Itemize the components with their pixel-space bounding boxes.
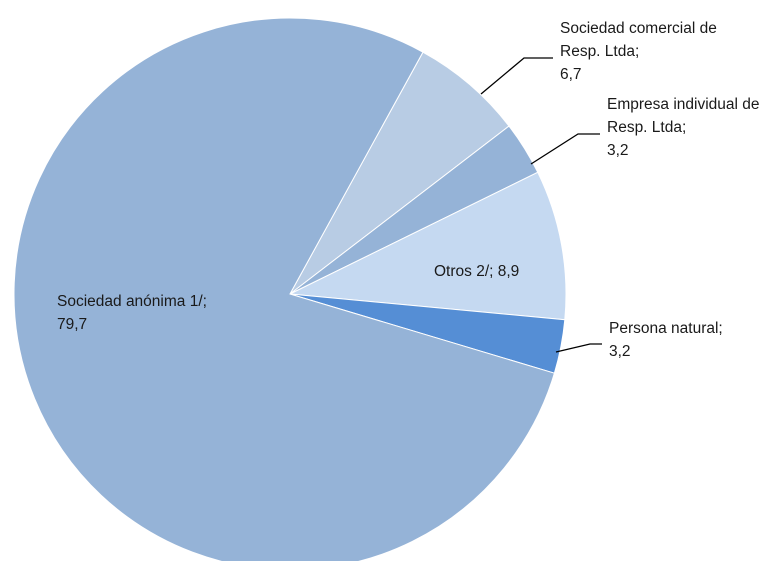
data-label: Empresa individual de Resp. Ltda; 3,2: [607, 96, 760, 159]
data-label-line: 6,7: [560, 66, 582, 83]
data-label-line: Resp. Ltda;: [560, 43, 639, 60]
leader-lines: [480, 57, 602, 353]
leader-line: [480, 57, 553, 95]
data-label: Persona natural; 3,2: [609, 320, 723, 360]
data-label: Sociedad anónima 1/; 79,7: [57, 293, 207, 333]
data-label-line: 79,7: [57, 316, 87, 333]
data-label: Sociedad comercial de Resp. Ltda; 6,7: [560, 20, 717, 83]
data-label-line: Empresa individual de: [607, 96, 760, 113]
data-label-line: 3,2: [609, 343, 631, 360]
pie-slice: [288, 171, 567, 321]
data-label-line: Sociedad anónima 1/;: [57, 293, 207, 310]
pie-slice: [13, 17, 556, 561]
data-label-line: Sociedad comercial de: [560, 20, 717, 37]
data-label-line: Resp. Ltda;: [607, 119, 686, 136]
pie-slice: [289, 51, 510, 295]
pie-slices: [13, 17, 567, 561]
data-label-line: 3,2: [607, 142, 629, 159]
leader-line: [555, 343, 602, 353]
leader-line: [530, 133, 600, 165]
data-label-line: Otros 2/; 8,9: [434, 263, 519, 280]
data-labels: Sociedad comercial de Resp. Ltda; 6,7 Empre…: [57, 20, 760, 360]
data-label-line: Persona natural;: [609, 320, 723, 337]
data-label: Otros 2/; 8,9: [434, 263, 519, 280]
